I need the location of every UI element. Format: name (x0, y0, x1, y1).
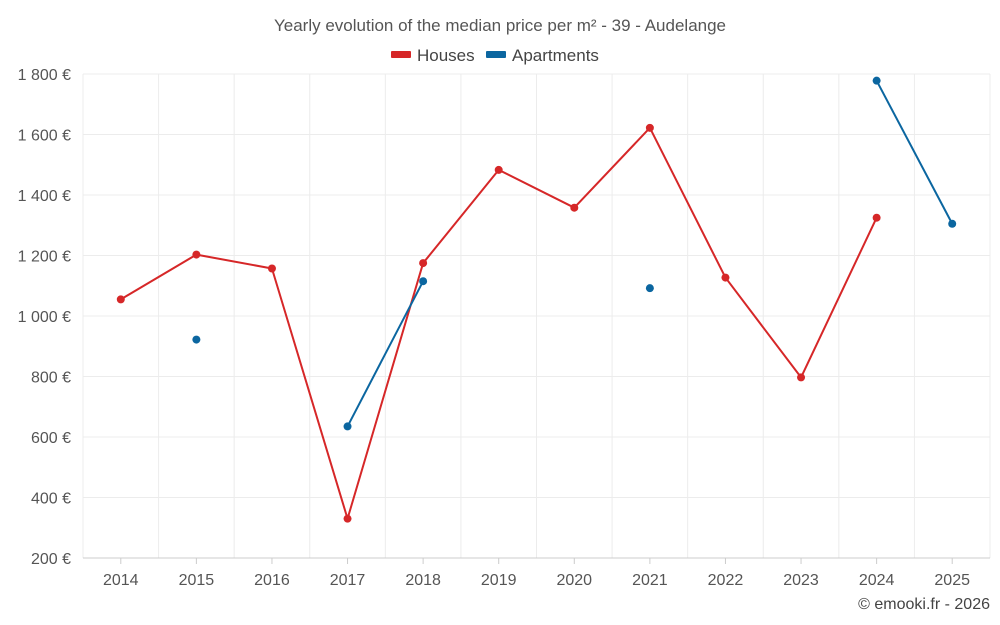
legend-swatch (486, 51, 506, 58)
data-point-apartments[interactable] (872, 76, 881, 85)
y-tick-label: 1 200 € (18, 249, 71, 266)
data-point-apartments[interactable] (419, 277, 428, 286)
data-point-apartments[interactable] (645, 284, 654, 293)
x-tick-label: 2023 (783, 572, 819, 589)
credit-text: © emooki.fr - 2026 (858, 596, 990, 613)
x-tick-label: 2020 (556, 572, 592, 589)
legend-label: Houses (417, 46, 475, 65)
axes: 200 € 400 € 600 € 800 € 1 000 € 1 200 € 1 400 … (18, 67, 990, 589)
grid (82, 73, 991, 558)
x-tick-label: 2014 (103, 572, 139, 589)
data-point-apartments[interactable] (192, 335, 201, 344)
y-tick-label: 1 000 € (18, 309, 71, 326)
data-point-houses[interactable] (116, 295, 125, 304)
data-point-houses[interactable] (419, 259, 428, 268)
series-layer (116, 76, 957, 523)
data-point-apartments[interactable] (343, 422, 352, 431)
legend-label: Apartments (512, 46, 599, 65)
x-tick-label: 2018 (405, 572, 441, 589)
series-line-apartments (346, 280, 425, 427)
data-point-houses[interactable] (267, 264, 276, 273)
chart-title: Yearly evolution of the median price per… (274, 16, 726, 35)
x-tick-label: 2017 (330, 572, 366, 589)
series-line-apartments (875, 80, 954, 225)
data-point-houses[interactable] (570, 203, 579, 212)
x-tick-label: 2021 (632, 572, 668, 589)
y-tick-label: 600 € (31, 430, 71, 447)
x-tick-label: 2016 (254, 572, 290, 589)
x-tick-label: 2022 (708, 572, 744, 589)
y-tick-label: 400 € (31, 491, 71, 508)
y-tick-label: 1 600 € (18, 128, 71, 145)
data-point-houses[interactable] (797, 373, 806, 382)
data-point-apartments[interactable] (948, 219, 957, 228)
data-point-houses[interactable] (494, 165, 503, 174)
x-tick-label: 2024 (859, 572, 895, 589)
series-apartments (192, 76, 957, 431)
x-tick-label: 2015 (179, 572, 215, 589)
data-point-houses[interactable] (872, 213, 881, 222)
y-tick-label: 200 € (31, 551, 71, 568)
data-point-houses[interactable] (192, 250, 201, 259)
legend-item-houses[interactable]: Houses (391, 46, 475, 65)
data-point-houses[interactable] (343, 514, 352, 523)
y-tick-label: 1 800 € (18, 67, 71, 84)
x-tick-label: 2025 (934, 572, 970, 589)
legend-item-apartments[interactable]: Apartments (486, 46, 599, 65)
legend[interactable]: Houses Apartments (391, 46, 599, 65)
x-tick-label: 2019 (481, 572, 517, 589)
legend-swatch (391, 51, 411, 58)
y-tick-label: 800 € (31, 370, 71, 387)
data-point-houses[interactable] (721, 273, 730, 282)
data-point-houses[interactable] (645, 123, 654, 132)
y-tick-label: 1 400 € (18, 188, 71, 205)
series-houses (116, 123, 881, 523)
